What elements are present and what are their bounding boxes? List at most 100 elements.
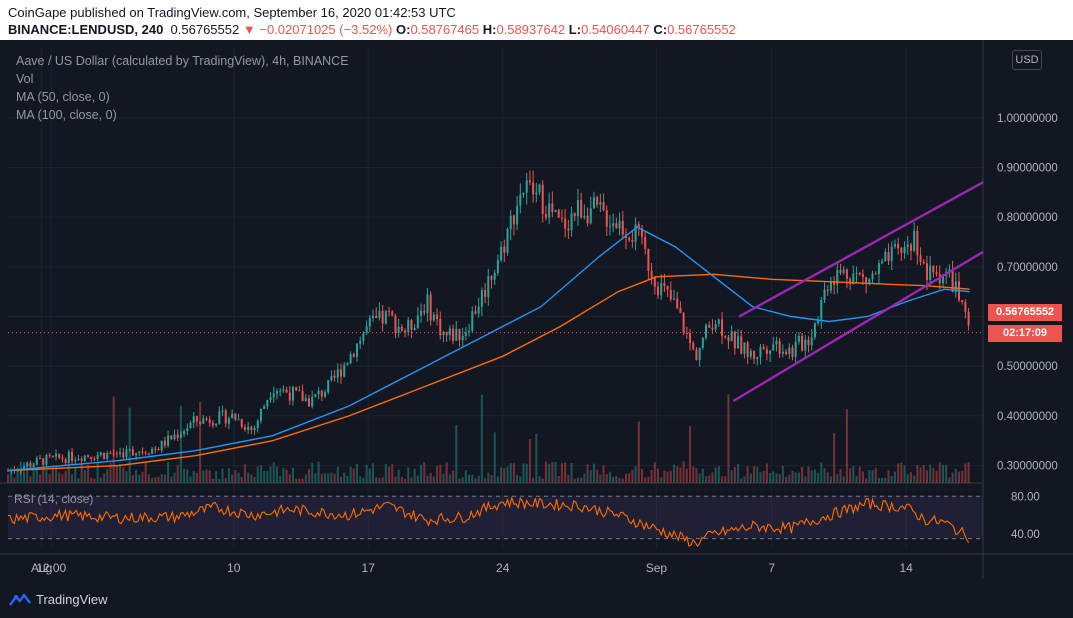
candle-body	[391, 311, 394, 316]
volume-bar	[480, 394, 483, 483]
open-value: 0.58767465	[410, 22, 480, 37]
y-tick-label: 0.70000000	[997, 262, 1058, 274]
volume-bar	[468, 474, 471, 483]
volume-bar	[737, 463, 740, 483]
volume-bar	[304, 474, 307, 483]
candle-body	[769, 350, 772, 354]
volume-bar	[813, 469, 816, 483]
symbol-label[interactable]: BINANCE:LENDUSD, 240	[8, 22, 164, 37]
candle-body	[823, 289, 826, 301]
volume-bar	[19, 461, 22, 483]
volume-bar	[551, 461, 554, 483]
candle-body	[721, 319, 724, 336]
volume-bar	[554, 462, 557, 483]
candle-body	[708, 324, 711, 328]
candle-body	[445, 332, 448, 336]
volume-bar	[605, 474, 608, 483]
volume-bar	[452, 470, 455, 483]
candle-body	[532, 182, 535, 195]
volume-bar	[426, 475, 429, 483]
candle-body	[458, 328, 461, 341]
volume-bar	[173, 472, 176, 483]
candle-body	[538, 184, 541, 193]
volume-bar	[599, 474, 602, 483]
volume-bar	[730, 470, 733, 483]
candle-body	[7, 470, 9, 472]
volume-bar	[83, 470, 86, 483]
volume-bar	[138, 474, 141, 483]
rsi-legend[interactable]: RSI (14, close)	[14, 492, 94, 506]
volume-bar	[858, 466, 861, 483]
volume-bar	[810, 470, 813, 483]
volume-bar	[634, 466, 637, 483]
volume-bar	[538, 476, 541, 483]
candle-body	[484, 289, 487, 297]
volume-bar	[448, 474, 451, 483]
candle-body	[83, 455, 86, 461]
volume-bar	[365, 464, 368, 483]
volume-bar	[631, 469, 634, 483]
volume-bar	[429, 472, 432, 483]
volume-bar	[474, 478, 477, 483]
candle-body	[826, 289, 829, 291]
candle-body	[535, 192, 538, 195]
candle-body	[237, 419, 240, 421]
volume-bar	[381, 477, 384, 483]
volume-bar	[7, 474, 9, 483]
candle-body	[749, 350, 752, 357]
volume-bar	[749, 473, 752, 483]
candle-body	[695, 349, 698, 361]
volume-bar	[673, 464, 676, 483]
volume-bar	[471, 474, 474, 483]
legend-ma100[interactable]: MA (100, close, 0)	[16, 108, 117, 122]
candle-body	[388, 311, 391, 313]
candle-body	[881, 261, 884, 264]
candle-body	[51, 455, 54, 457]
candle-body	[250, 426, 253, 431]
candle-body	[916, 230, 919, 256]
volume-bar	[122, 467, 125, 483]
candle-body	[506, 229, 509, 253]
legend-ma50[interactable]: MA (50, close, 0)	[16, 90, 110, 104]
candle-body	[394, 315, 397, 333]
volume-bar	[291, 467, 294, 483]
volume-bar	[820, 462, 823, 483]
volume-bar	[343, 472, 346, 483]
candle-body	[416, 315, 419, 328]
candle-body	[727, 337, 730, 342]
candle-body	[855, 272, 858, 274]
candle-body	[365, 326, 368, 334]
volume-bar	[913, 475, 916, 483]
candle-body	[487, 276, 490, 297]
candle-body	[849, 278, 852, 285]
candle-body	[631, 239, 634, 242]
price-chart[interactable]: 1.00000000 0.90000000 0.80000000 0.70000000…	[0, 40, 1073, 585]
candle-body	[913, 230, 916, 251]
volume-bar	[320, 473, 323, 483]
volume-bar	[224, 477, 227, 483]
volume-bar	[868, 470, 871, 483]
candle-body	[464, 332, 467, 336]
candle-body	[580, 199, 583, 218]
legend-vol[interactable]: Vol	[16, 72, 34, 86]
candle-body	[317, 390, 320, 395]
candle-body	[653, 277, 656, 287]
currency-button[interactable]: USD	[1012, 50, 1042, 70]
volume-bar	[724, 476, 727, 483]
candle-body	[16, 470, 19, 472]
candle-body	[557, 209, 560, 218]
candle-body	[893, 243, 896, 247]
candle-body	[384, 311, 387, 324]
tri-down-icon: ▼	[242, 22, 256, 37]
legend-title[interactable]: Aave / US Dollar (calculated by TradingV…	[16, 54, 349, 68]
volume-bar	[167, 461, 170, 483]
tradingview-logo[interactable]: TradingView	[8, 592, 108, 607]
volume-bar	[186, 469, 189, 483]
volume-bar	[67, 468, 70, 483]
rsi-band	[8, 496, 983, 539]
candle-body	[439, 319, 442, 336]
x-tick-label: 7	[768, 561, 775, 575]
candle-body	[650, 270, 653, 278]
volume-bar	[259, 465, 262, 483]
volume-bar	[797, 472, 800, 483]
